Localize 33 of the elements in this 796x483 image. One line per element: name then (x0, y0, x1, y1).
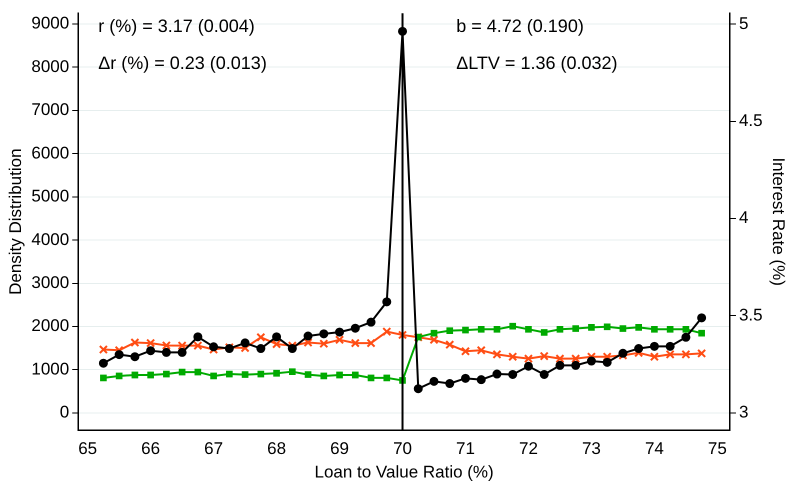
y-axis-title: Density Distribution (6, 148, 25, 295)
annotation: Δr (%) = 0.23 (0.013) (98, 53, 267, 74)
y-tick-label: 8000 (31, 56, 70, 76)
x-tick-label: 66 (141, 439, 160, 458)
x-tick-label: 68 (267, 439, 286, 458)
y-tick-label: 5000 (31, 186, 70, 206)
y-tick-label: 9000 (31, 14, 70, 33)
x-tick-label: 75 (708, 439, 727, 458)
y2-axis-title: Interest Rate (%) (769, 157, 788, 286)
x-tick-label: 72 (519, 439, 538, 458)
y2-tick-label: 3 (738, 402, 748, 422)
x-tick-label: 71 (456, 439, 475, 458)
annotation: ΔLTV = 1.36 (0.032) (456, 53, 618, 74)
x-tick-label: 69 (330, 439, 350, 458)
x-tick-label: 70 (393, 439, 412, 458)
y-tick-label: 4000 (31, 230, 70, 249)
y-tick-label: 7000 (31, 100, 70, 120)
x-axis-title: Loan to Value Ratio (%) (314, 462, 494, 482)
y-tick-label: 2000 (31, 316, 70, 336)
y-tick-label: 1000 (31, 359, 70, 378)
y2-tick-label: 4.5 (738, 110, 763, 130)
y2-tick-label: 4 (738, 208, 748, 228)
y-tick-label: 6000 (31, 143, 70, 162)
annotation: r (%) = 3.17 (0.004) (98, 16, 255, 36)
x-tick-label: 74 (644, 439, 664, 458)
y2-tick-label: 3.5 (738, 305, 763, 324)
x-tick-label: 65 (78, 439, 98, 458)
x-tick-label: 73 (582, 439, 601, 458)
y-tick-label: 0 (60, 402, 70, 422)
annotation: b = 4.72 (0.190) (456, 16, 584, 36)
y-tick-label: 3000 (31, 272, 70, 292)
x-tick-label: 67 (204, 439, 224, 458)
y2-tick-label: 5 (738, 14, 748, 33)
